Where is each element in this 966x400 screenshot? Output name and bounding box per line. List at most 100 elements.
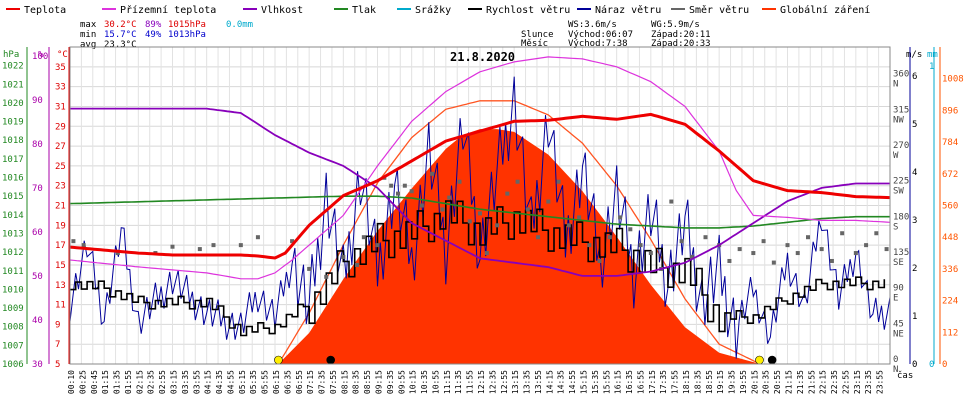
wind-dir-point <box>806 235 810 240</box>
axis-dir-tick: 315 <box>893 105 909 115</box>
x-tick-label: 02:15 <box>135 370 144 394</box>
x-tick-label: 12:15 <box>477 370 486 394</box>
wind-dir-point <box>467 219 472 224</box>
plot-frame <box>69 46 891 365</box>
x-tick-label: 23:55 <box>876 370 885 394</box>
stat-hum-max: 89% <box>145 20 162 30</box>
x-tick-label: 12:55 <box>500 370 509 394</box>
x-tick-label: 05:55 <box>261 370 270 394</box>
wind-dir-point <box>638 243 643 248</box>
wind-dir-point <box>389 183 394 188</box>
wind-dir-point <box>396 191 400 196</box>
axis-temp-tick: 9 <box>55 320 60 330</box>
axis-hpa-tick: 1019 <box>2 118 24 128</box>
x-tick-label: 06:55 <box>295 370 304 394</box>
stat-label-avg: avg <box>80 40 96 50</box>
axis-temp-tick: 13 <box>55 281 66 291</box>
legend-label: Přízemní teplota <box>120 4 216 16</box>
x-tick-label: 21:35 <box>796 370 805 394</box>
wind-dir-point <box>419 203 424 208</box>
legend-label: Náraz větru <box>595 4 661 16</box>
x-tick-label: 11:55 <box>466 370 475 394</box>
wind-dir-point <box>751 251 756 256</box>
axis-mm-unit: mm <box>927 50 938 60</box>
x-tick-label: 01:15 <box>101 370 110 394</box>
wind-dir-point <box>402 183 407 188</box>
axis-hpa-tick: 1010 <box>2 285 24 295</box>
plot-area: 21.8.2020 <box>69 47 891 365</box>
wind-dir-point <box>853 251 858 256</box>
axis-hpa-tick: 1006 <box>2 360 24 370</box>
moon-rise: Východ:7:38 <box>568 39 628 49</box>
wind-dir-point <box>211 243 216 248</box>
series-naraz-vetru <box>69 76 891 359</box>
wind-dir-point <box>566 223 571 228</box>
wind-dir-point <box>628 227 633 232</box>
x-tick-label: 08:55 <box>363 370 372 394</box>
x-tick-label: 18:35 <box>693 370 702 394</box>
stat-hum-min: 49% <box>145 30 162 40</box>
axis-temp-tick: 35 <box>55 63 66 73</box>
axis-rad-tick: 1008 <box>942 75 964 85</box>
x-tick-label: 00:45 <box>90 370 99 394</box>
x-tick-label: 19:15 <box>716 370 725 394</box>
wind-dir-point <box>785 243 790 248</box>
marker-moonrise <box>326 355 335 365</box>
wind-ws: WS:3.6m/s <box>568 20 617 30</box>
axis-dir-tick: 360 <box>893 70 909 80</box>
wind-dir-point <box>478 211 482 216</box>
x-tick-label: 13:15 <box>511 370 520 394</box>
x-tick-label: 15:15 <box>580 370 589 394</box>
x-tick-label: 13:35 <box>523 370 532 394</box>
wind-dir-point <box>355 262 359 267</box>
axis-ms-tick: 5 <box>912 120 917 130</box>
series-vlhkost <box>70 107 890 277</box>
wind-wg: WG:5.9m/s <box>651 20 700 30</box>
wind-dir-point <box>341 255 346 260</box>
x-tick-label: 16:15 <box>614 370 623 394</box>
axis-pct-tick: 30 <box>32 360 43 370</box>
axis-rad-tick: 112 <box>942 328 958 338</box>
x-tick-label: 20:55 <box>773 370 782 394</box>
axis-hpa-tick: 1018 <box>2 136 24 146</box>
stat-label-min: min <box>80 30 96 40</box>
wind-dir-point <box>618 215 623 220</box>
legend-label: Rychlost větru <box>486 4 570 16</box>
x-tick-label: 04:55 <box>226 370 235 394</box>
axis-dir-tick: 135 <box>893 248 909 258</box>
wind-dir-point <box>689 255 694 260</box>
wind-dir-point <box>727 258 732 263</box>
x-tick-label: 06:35 <box>283 370 292 394</box>
wind-dir-point <box>409 189 414 194</box>
wind-dir-point <box>170 244 175 249</box>
axis-mm-tick: 1 <box>929 62 934 72</box>
legend: Teplota Přízemní teplota Vlhkost Tlak Srážky… <box>6 4 870 16</box>
legend-label: Tlak <box>352 5 376 16</box>
wind-dir-point <box>607 235 612 240</box>
wind-dir-point <box>795 251 800 256</box>
x-tick-label: 04:15 <box>204 370 213 394</box>
axis-temp-tick: 19 <box>55 221 66 231</box>
wind-dir-point <box>819 247 824 252</box>
wind-dir-point <box>737 247 742 252</box>
axis-rad-tick: 336 <box>942 265 958 275</box>
wind-dir-point <box>587 243 592 248</box>
x-tick-label: 09:15 <box>375 370 384 394</box>
axis-dir-label: NE <box>893 329 904 339</box>
x-tick-label: 16:55 <box>636 370 645 394</box>
axis-ms-tick: 1 <box>912 312 917 322</box>
axis-hpa-tick: 1008 <box>2 323 24 333</box>
axis-dir-tick: 270 <box>893 141 909 151</box>
moon-set: Západ:20:33 <box>651 39 711 49</box>
legend-label: Globální záření <box>780 4 870 16</box>
axis-pct-tick: 40 <box>32 316 43 326</box>
wind-dir-point <box>703 235 708 240</box>
axis-hpa-tick: 1017 <box>2 155 24 165</box>
wind-dir-point <box>197 247 202 252</box>
stat-temp-max: 30.2°C <box>104 20 137 30</box>
x-tick-label: 17:35 <box>659 370 668 394</box>
wind-dir-point <box>505 191 510 196</box>
wind-dir-point <box>536 235 541 240</box>
wind-dir-point <box>440 207 445 212</box>
wind-dir-point <box>457 179 462 184</box>
